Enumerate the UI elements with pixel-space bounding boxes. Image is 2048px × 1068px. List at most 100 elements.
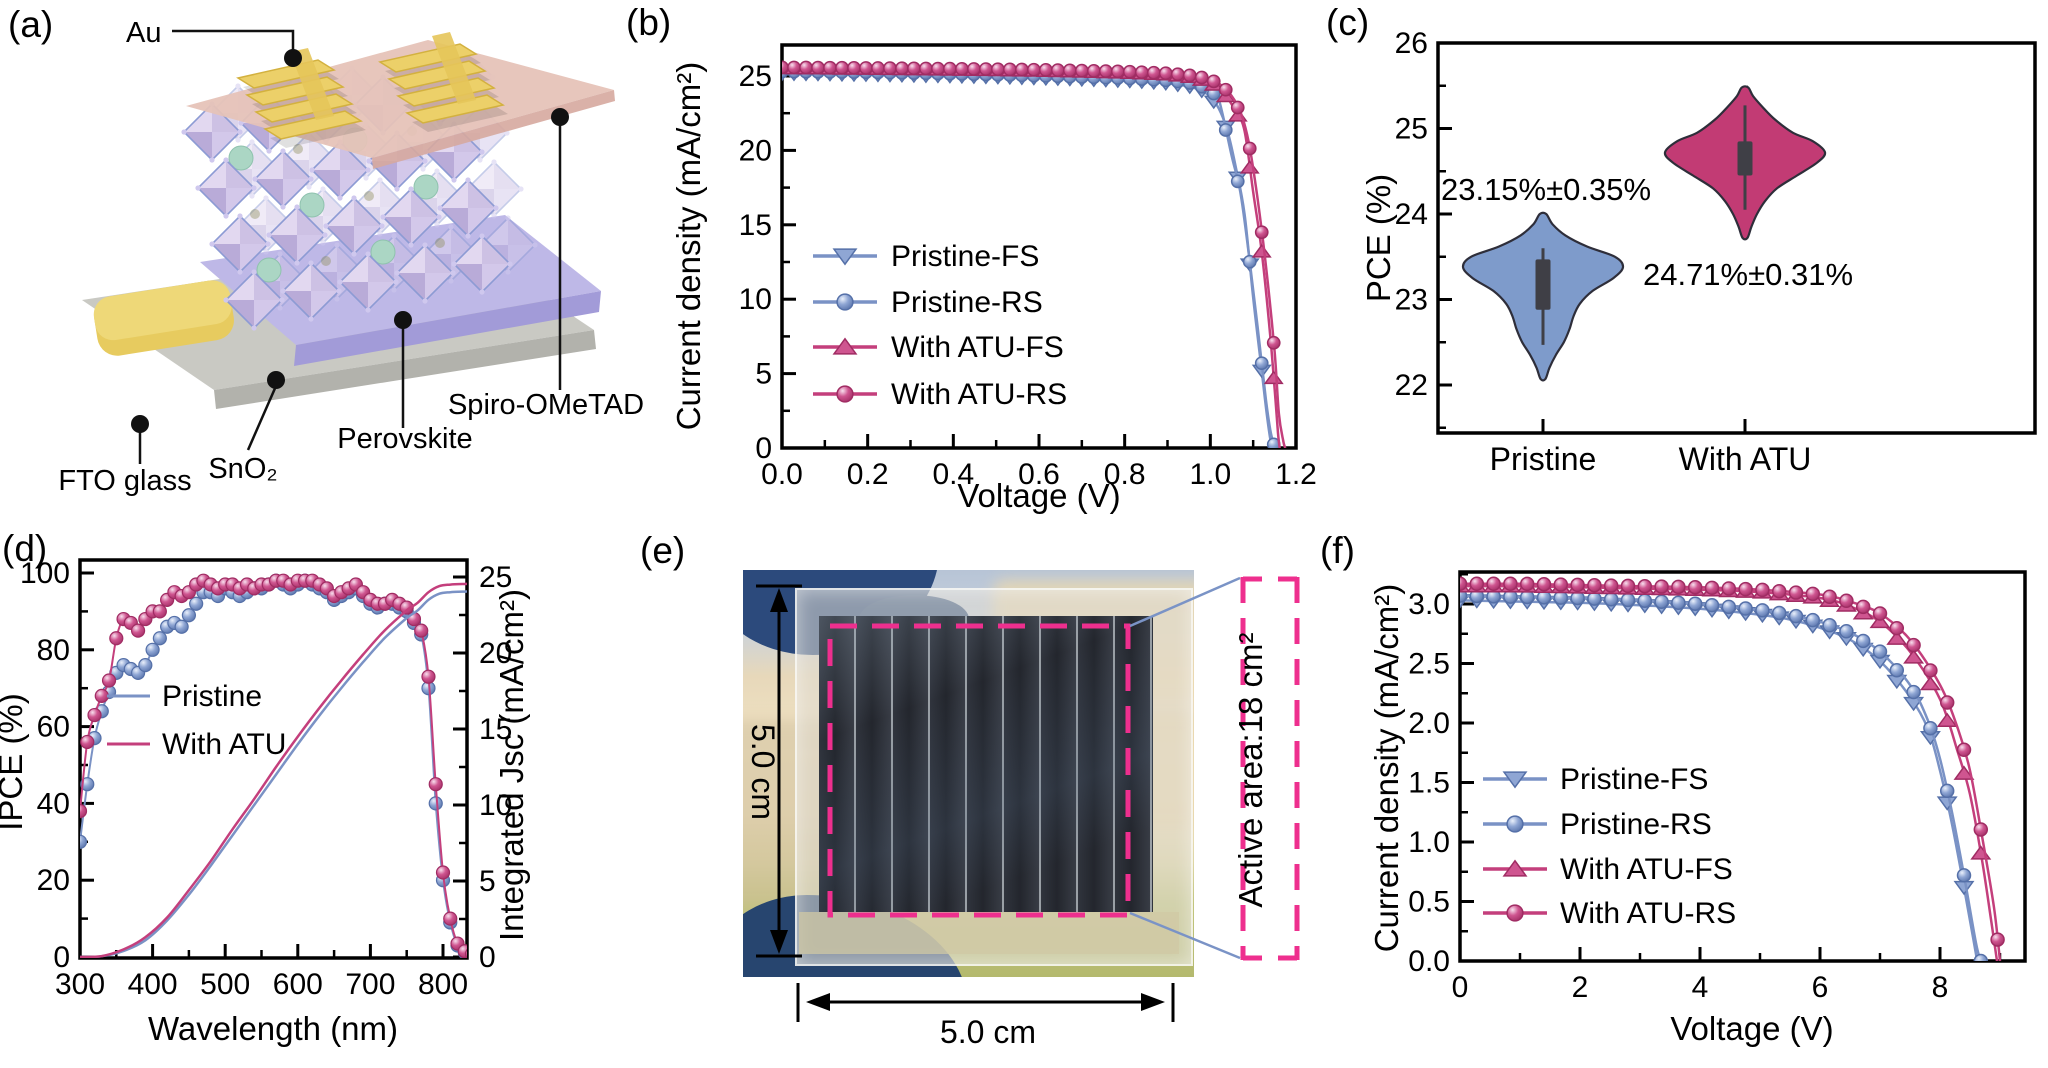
ipce-spectra-chart: 300 400 500 600 700 800 0 20 40 60 80 100 0 5 10 15 20 25… — [0, 557, 530, 1047]
height-dimension-arrow — [756, 584, 802, 958]
x-tick-label: 500 — [200, 968, 250, 1001]
marker-sphere — [80, 803, 88, 819]
molecule-dot — [321, 256, 331, 266]
axis-title: Current density (mA/cm²) — [1368, 584, 1405, 953]
arrowhead-left — [806, 993, 830, 1011]
cation-sphere — [299, 192, 325, 218]
marker-circle — [1704, 580, 1720, 596]
marker-circle — [1687, 580, 1703, 595]
x-tick-label: 1.0 — [1189, 458, 1231, 491]
marker-circle — [931, 61, 945, 76]
marker-circle — [991, 62, 1005, 77]
legend-label: Pristine-RS — [891, 286, 1043, 319]
spiro-front-edge — [372, 90, 615, 169]
marker-circle — [1469, 576, 1485, 592]
x-tick-label: 0.6 — [1018, 458, 1060, 491]
axis-title: Integrated Jsc (mA/cm²) — [493, 589, 530, 941]
marker-tri-up — [832, 337, 858, 355]
marker-circle — [1872, 644, 1888, 659]
cation-sphere — [228, 145, 254, 171]
marker-circle — [1788, 585, 1804, 600]
marker-circle — [1889, 663, 1905, 678]
module-photo — [743, 570, 1194, 977]
marker-sphere — [80, 834, 88, 849]
marker-circle — [1771, 584, 1787, 599]
marker-circle — [1003, 62, 1017, 77]
marker-circle — [1134, 65, 1149, 80]
x-tick-label: 0.8 — [1104, 458, 1146, 491]
marker-circle — [1654, 579, 1669, 594]
y-tick-label: 20 — [739, 134, 772, 167]
fto-contact-bar — [93, 280, 234, 356]
marker-circle — [1923, 721, 1938, 736]
x-tick-label: 0.2 — [847, 458, 889, 491]
legend-label: Pristine-FS — [1560, 763, 1708, 796]
marker-circle — [955, 61, 969, 76]
y-tick-label: 23 — [1395, 284, 1428, 317]
sno2-front-face — [294, 291, 601, 366]
y-tick-label: 100 — [20, 557, 70, 590]
marker-circle — [1738, 601, 1753, 616]
label-fto: FTO glass — [58, 465, 191, 497]
marker-circle — [1230, 100, 1245, 115]
marker-sphere — [130, 623, 146, 638]
marker-sphere — [80, 777, 95, 792]
callout-lines — [1129, 576, 1241, 960]
series-line-Pristine integrated Jsc — [80, 590, 467, 958]
marker-sphere — [428, 777, 443, 792]
y-tick-label: 25 — [479, 561, 512, 594]
marker-circle — [1654, 594, 1669, 609]
legend: Pristine-FS Pristine-RS With ATU-FS With AT… — [813, 240, 1067, 411]
label-sno2: SnO₂ — [208, 453, 277, 485]
y-tick-label: 0 — [755, 432, 772, 465]
marker-circle — [1721, 581, 1737, 596]
marker-circle — [1771, 605, 1787, 621]
panel-letter-a: (a) — [8, 4, 54, 45]
marker-circle — [1855, 599, 1871, 615]
marker-circle — [1587, 578, 1602, 593]
series-area — [80, 573, 467, 958]
legend-label: Pristine-FS — [891, 240, 1039, 273]
y-tick-label: 3.0 — [1408, 588, 1450, 621]
marker-circle — [1738, 581, 1753, 597]
arrowhead-right — [1141, 993, 1165, 1011]
annotation-connectors — [138, 29, 562, 464]
molecule-dot — [293, 144, 303, 154]
label-perovskite: Perovskite — [337, 423, 472, 455]
marker-circle — [1906, 637, 1921, 653]
y-tick-label: 1.5 — [1408, 767, 1450, 800]
marker-sphere — [435, 865, 451, 880]
y-tick-label: 10 — [479, 789, 512, 822]
marker-circle — [1721, 599, 1737, 615]
marker-sphere — [421, 669, 436, 684]
marker-circle — [835, 60, 849, 75]
marker-circle — [1822, 618, 1837, 633]
axis-title: Current density (mA/cm²) — [670, 62, 707, 431]
series-area — [1460, 576, 2005, 961]
marker-tri-up — [1953, 765, 1975, 780]
legend-label: With ATU-RS — [1560, 897, 1736, 930]
marker-circle — [1704, 597, 1720, 613]
category-label-With ATU: With ATU — [1679, 441, 1812, 477]
pce-annotation-With ATU: 24.71%±0.31% — [1643, 257, 1853, 292]
y-tick-label: 5 — [755, 358, 772, 391]
marker-circle — [782, 60, 789, 75]
series-area — [782, 60, 1287, 448]
cation-sphere — [256, 257, 282, 283]
marker-circle — [1755, 603, 1770, 618]
axis-title: Voltage (V) — [1670, 1010, 1833, 1047]
molecule-dot — [364, 191, 374, 201]
marker-circle — [1014, 62, 1029, 77]
y-tick-label: 1.0 — [1408, 826, 1450, 859]
marker-circle — [1990, 932, 2005, 947]
series-markers-With ATU-FS — [1460, 578, 1992, 860]
marker-circle — [1254, 356, 1269, 371]
y-tick-label: 60 — [37, 711, 70, 744]
marker-sphere — [101, 673, 117, 688]
plot-frame — [1458, 570, 2027, 963]
marker-circle — [1788, 608, 1804, 624]
marker-circle — [907, 61, 921, 76]
marker-circle — [1839, 593, 1854, 608]
marker-circle — [1889, 620, 1905, 636]
marker-sphere — [399, 600, 414, 615]
